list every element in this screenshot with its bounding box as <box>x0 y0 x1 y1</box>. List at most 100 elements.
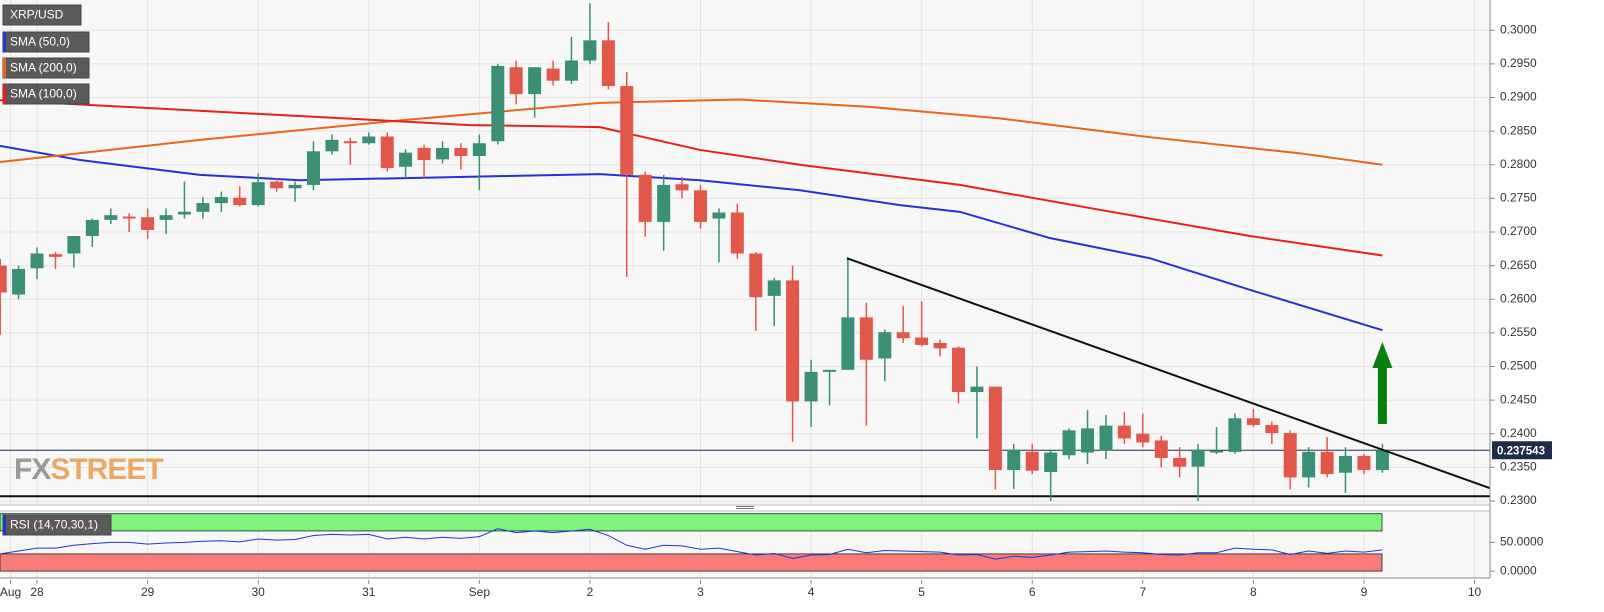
candle-body <box>767 280 781 296</box>
x-tick-label: 29 <box>141 585 155 599</box>
y-tick-label: 0.2950 <box>1500 56 1537 70</box>
candle-body <box>306 151 320 185</box>
candle-body <box>620 86 634 175</box>
candle-body <box>712 212 726 219</box>
y-tick-label: 0.2350 <box>1500 460 1537 474</box>
candle-body <box>30 253 44 269</box>
main-pane <box>0 0 1490 505</box>
x-tick-label: 2 <box>587 585 594 599</box>
candle-body <box>1228 418 1242 452</box>
candle-body <box>417 147 431 161</box>
legend-swatch <box>3 32 6 52</box>
sma-line <box>0 98 1383 166</box>
candle-body <box>49 254 63 257</box>
candle-body <box>988 386 1002 471</box>
candle-body <box>583 40 597 61</box>
candle-body <box>509 67 523 95</box>
candle-body <box>933 342 947 349</box>
candle-body <box>0 265 7 293</box>
legend-swatch <box>3 515 6 535</box>
candle-body <box>528 67 542 95</box>
candle-body <box>1025 451 1039 471</box>
candle-body <box>122 216 136 219</box>
y-tick-label: 0.2500 <box>1500 359 1537 373</box>
rsi-band <box>0 553 1383 572</box>
price-tag-label: 0.237543 <box>1497 445 1545 457</box>
divider-grip[interactable] <box>736 506 754 509</box>
candle-body <box>1283 433 1297 478</box>
x-tick-label: 30 <box>252 585 266 599</box>
candle-body <box>491 65 505 142</box>
candle-body <box>1081 428 1095 453</box>
candle-body <box>1062 430 1076 456</box>
y-tick-label: 0.2750 <box>1500 191 1537 205</box>
rsi-tick-label: 0.0000 <box>1500 563 1537 577</box>
candle-body <box>1154 440 1168 458</box>
x-tick-label: Sep <box>469 585 491 599</box>
legend-label: SMA (200,0) <box>10 61 77 75</box>
candle-body <box>399 152 413 167</box>
candle-body <box>1357 455 1371 471</box>
candle-body <box>233 197 247 206</box>
x-tick-label: 7 <box>1139 585 1146 599</box>
candle-body <box>1246 418 1260 425</box>
candle-body <box>546 68 560 81</box>
candle-body <box>1173 457 1187 467</box>
candle-body <box>436 147 450 160</box>
y-tick-label: 0.2850 <box>1500 123 1537 137</box>
x-tick-label: 31 <box>362 585 376 599</box>
legend-swatch <box>3 58 6 78</box>
price-tag <box>1492 441 1552 460</box>
x-tick-label: 8 <box>1250 585 1257 599</box>
legend-label: SMA (100,0) <box>10 87 77 101</box>
candle-body <box>859 317 873 360</box>
y-tick-label: 0.2450 <box>1500 392 1537 406</box>
sma-line <box>0 144 1383 332</box>
candle-body <box>970 386 984 393</box>
y-tick-label: 0.2800 <box>1500 157 1537 171</box>
candle-body <box>159 215 173 220</box>
y-tick-label: 0.2900 <box>1500 90 1537 104</box>
y-tick-label: 0.2550 <box>1500 325 1537 339</box>
candle-body <box>657 184 671 222</box>
x-tick-label: 4 <box>808 585 815 599</box>
candle-body <box>1099 425 1113 451</box>
x-tick-label: 10 <box>1468 585 1482 599</box>
trendline <box>846 257 1491 490</box>
y-tick-label: 0.3000 <box>1500 22 1537 36</box>
candle-body <box>675 184 689 191</box>
y-tick-label: 0.2650 <box>1500 258 1537 272</box>
candle-body <box>362 136 376 144</box>
rsi-band <box>0 513 1383 532</box>
candle-body <box>693 190 707 222</box>
x-tick-label: 28 <box>30 585 44 599</box>
legend-swatch <box>3 84 6 104</box>
watermark-fx: FX <box>14 453 51 486</box>
candle-body <box>878 332 892 359</box>
candle-body <box>601 40 615 87</box>
y-tick-label: 0.2300 <box>1500 493 1537 507</box>
candle-body <box>1320 451 1334 475</box>
rsi-tick-label: 50.0000 <box>1500 535 1544 549</box>
candle-body <box>67 236 81 254</box>
candle-body <box>85 219 99 237</box>
candle-body <box>730 212 744 254</box>
candle-body <box>896 332 910 339</box>
candle-body <box>104 215 118 220</box>
legend-label: XRP/USD <box>10 8 64 22</box>
candle-body <box>564 60 578 81</box>
watermark: FXSTREET <box>14 453 163 486</box>
candle-body <box>454 147 468 157</box>
candle-body <box>804 371 818 402</box>
candle-body <box>270 181 284 189</box>
candle-body <box>325 139 339 152</box>
sma-line <box>0 99 1383 257</box>
x-tick-label: 6 <box>1029 585 1036 599</box>
candle-body <box>951 347 965 393</box>
candle-body <box>472 143 486 157</box>
x-tick-label: 3 <box>697 585 704 599</box>
candle-body <box>251 182 265 206</box>
candle-body <box>1338 455 1352 473</box>
candle-body <box>1191 449 1205 467</box>
